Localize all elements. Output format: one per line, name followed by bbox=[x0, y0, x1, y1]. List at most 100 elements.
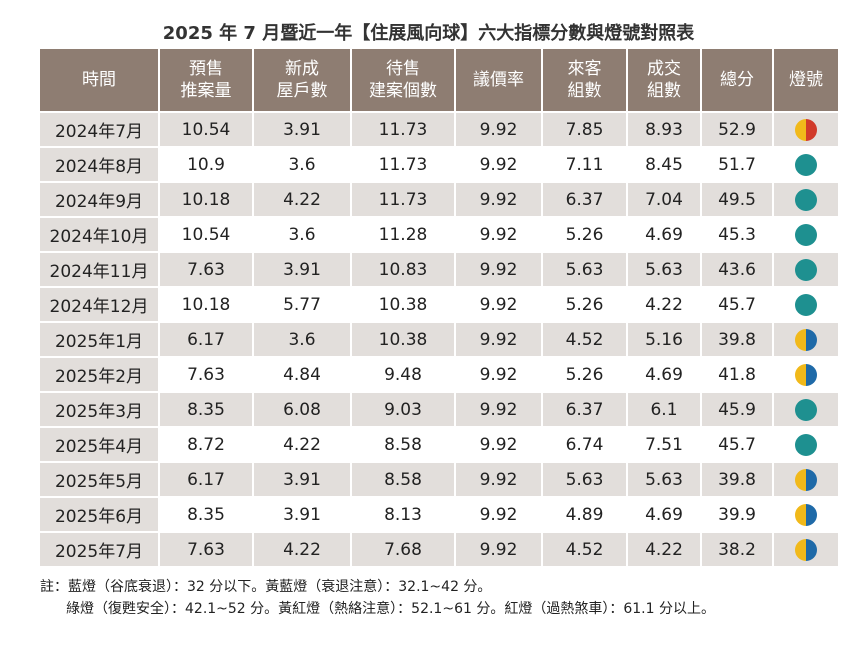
cell: 11.73 bbox=[352, 113, 454, 146]
cell: 10.83 bbox=[352, 253, 454, 286]
cell: 11.28 bbox=[352, 218, 454, 251]
light-cell bbox=[774, 253, 838, 286]
cell: 39.9 bbox=[702, 498, 772, 531]
cell: 51.7 bbox=[702, 148, 772, 181]
cell: 4.22 bbox=[254, 183, 350, 216]
cell: 6.37 bbox=[543, 183, 626, 216]
table-row: 2024年11月 7.63 3.91 10.83 9.92 5.63 5.63 43.6 bbox=[40, 253, 838, 286]
row-label: 2025年5月 bbox=[40, 463, 158, 496]
light-icon bbox=[795, 433, 817, 456]
light-icon bbox=[795, 363, 817, 386]
cell: 8.58 bbox=[352, 463, 454, 496]
light-icon bbox=[795, 398, 817, 421]
cell: 3.91 bbox=[254, 113, 350, 146]
cell: 3.91 bbox=[254, 463, 350, 496]
cell: 7.85 bbox=[543, 113, 626, 146]
cell: 5.63 bbox=[628, 253, 700, 286]
cell: 10.54 bbox=[160, 218, 252, 251]
cell: 52.9 bbox=[702, 113, 772, 146]
cell: 3.6 bbox=[254, 218, 350, 251]
table-row: 2024年8月 10.9 3.6 11.73 9.92 7.11 8.45 51.7 bbox=[40, 148, 838, 181]
light-cell bbox=[774, 183, 838, 216]
light-left bbox=[795, 468, 806, 491]
cell: 7.63 bbox=[160, 533, 252, 566]
light-cell bbox=[774, 288, 838, 321]
header-row: 時間 預售 推案量 新成 屋戶數 待售 建案個數 議價率 來客 組數 成交 組數 總分 燈號 bbox=[40, 49, 838, 111]
cell: 7.68 bbox=[352, 533, 454, 566]
cell: 7.04 bbox=[628, 183, 700, 216]
light-left bbox=[795, 363, 806, 386]
light-icon bbox=[795, 503, 817, 526]
cell: 4.52 bbox=[543, 323, 626, 356]
note: 綠燈（復甦安全）：42.1~52 分。黃紅燈（熱絡注意）：52.1~61 分。紅… bbox=[66, 601, 715, 617]
cell: 6.74 bbox=[543, 428, 626, 461]
cell: 9.92 bbox=[456, 533, 541, 566]
cell: 7.11 bbox=[543, 148, 626, 181]
column-header: 預售 推案量 bbox=[160, 49, 252, 111]
cell: 8.35 bbox=[160, 393, 252, 426]
light-icon bbox=[795, 118, 817, 141]
row-label: 2024年9月 bbox=[40, 183, 158, 216]
cell: 9.92 bbox=[456, 253, 541, 286]
cell: 5.77 bbox=[254, 288, 350, 321]
light-right bbox=[806, 118, 817, 141]
note: 註：藍燈（谷底衰退）：32 分以下。黃藍燈（衰退注意）：32.1~42 分。 bbox=[40, 579, 492, 595]
light-icon bbox=[795, 153, 817, 176]
cell: 45.7 bbox=[702, 288, 772, 321]
light-cell bbox=[774, 498, 838, 531]
cell: 10.18 bbox=[160, 183, 252, 216]
row-label: 2025年2月 bbox=[40, 358, 158, 391]
cell: 4.89 bbox=[543, 498, 626, 531]
table-row: 2025年2月 7.63 4.84 9.48 9.92 5.26 4.69 41.8 bbox=[40, 358, 838, 391]
cell: 8.13 bbox=[352, 498, 454, 531]
score-table: 時間 預售 推案量 新成 屋戶數 待售 建案個數 議價率 來客 組數 成交 組數 總分 燈號 2… bbox=[38, 47, 840, 568]
light-cell bbox=[774, 463, 838, 496]
cell: 4.69 bbox=[628, 218, 700, 251]
light-full bbox=[795, 398, 817, 421]
cell: 4.22 bbox=[254, 428, 350, 461]
light-full bbox=[795, 293, 817, 316]
light-cell bbox=[774, 428, 838, 461]
title: 2025 年 7 月暨近一年【住展風向球】六大指標分數與燈號對照表 bbox=[162, 23, 695, 44]
row-label: 2024年8月 bbox=[40, 148, 158, 181]
light-left bbox=[795, 328, 806, 351]
light-full bbox=[795, 153, 817, 176]
cell: 4.84 bbox=[254, 358, 350, 391]
cell: 11.73 bbox=[352, 148, 454, 181]
cell: 4.52 bbox=[543, 533, 626, 566]
cell: 38.2 bbox=[702, 533, 772, 566]
cell: 4.22 bbox=[628, 533, 700, 566]
light-left bbox=[795, 118, 806, 141]
light-cell bbox=[774, 148, 838, 181]
table-row: 2024年7月 10.54 3.91 11.73 9.92 7.85 8.93 52.9 bbox=[40, 113, 838, 146]
light-full bbox=[795, 433, 817, 456]
column-header: 時間 bbox=[40, 49, 158, 111]
light-icon bbox=[795, 468, 817, 491]
cell: 11.73 bbox=[352, 183, 454, 216]
light-right bbox=[806, 503, 817, 526]
cell: 8.58 bbox=[352, 428, 454, 461]
cell: 39.8 bbox=[702, 323, 772, 356]
table-body: 2024年7月 10.54 3.91 11.73 9.92 7.85 8.93 52.9 202… bbox=[40, 113, 838, 566]
cell: 39.8 bbox=[702, 463, 772, 496]
cell: 4.22 bbox=[254, 533, 350, 566]
cell: 6.17 bbox=[160, 323, 252, 356]
light-icon bbox=[795, 188, 817, 211]
cell: 9.92 bbox=[456, 498, 541, 531]
cell: 10.38 bbox=[352, 323, 454, 356]
cell: 4.22 bbox=[628, 288, 700, 321]
column-header: 燈號 bbox=[774, 49, 838, 111]
row-label: 2025年1月 bbox=[40, 323, 158, 356]
cell: 5.16 bbox=[628, 323, 700, 356]
cell: 6.37 bbox=[543, 393, 626, 426]
cell: 5.26 bbox=[543, 358, 626, 391]
cell: 7.63 bbox=[160, 253, 252, 286]
cell: 9.92 bbox=[456, 463, 541, 496]
light-full bbox=[795, 188, 817, 211]
cell: 6.1 bbox=[628, 393, 700, 426]
light-right bbox=[806, 468, 817, 491]
cell: 5.63 bbox=[628, 463, 700, 496]
light-icon bbox=[795, 293, 817, 316]
cell: 9.03 bbox=[352, 393, 454, 426]
